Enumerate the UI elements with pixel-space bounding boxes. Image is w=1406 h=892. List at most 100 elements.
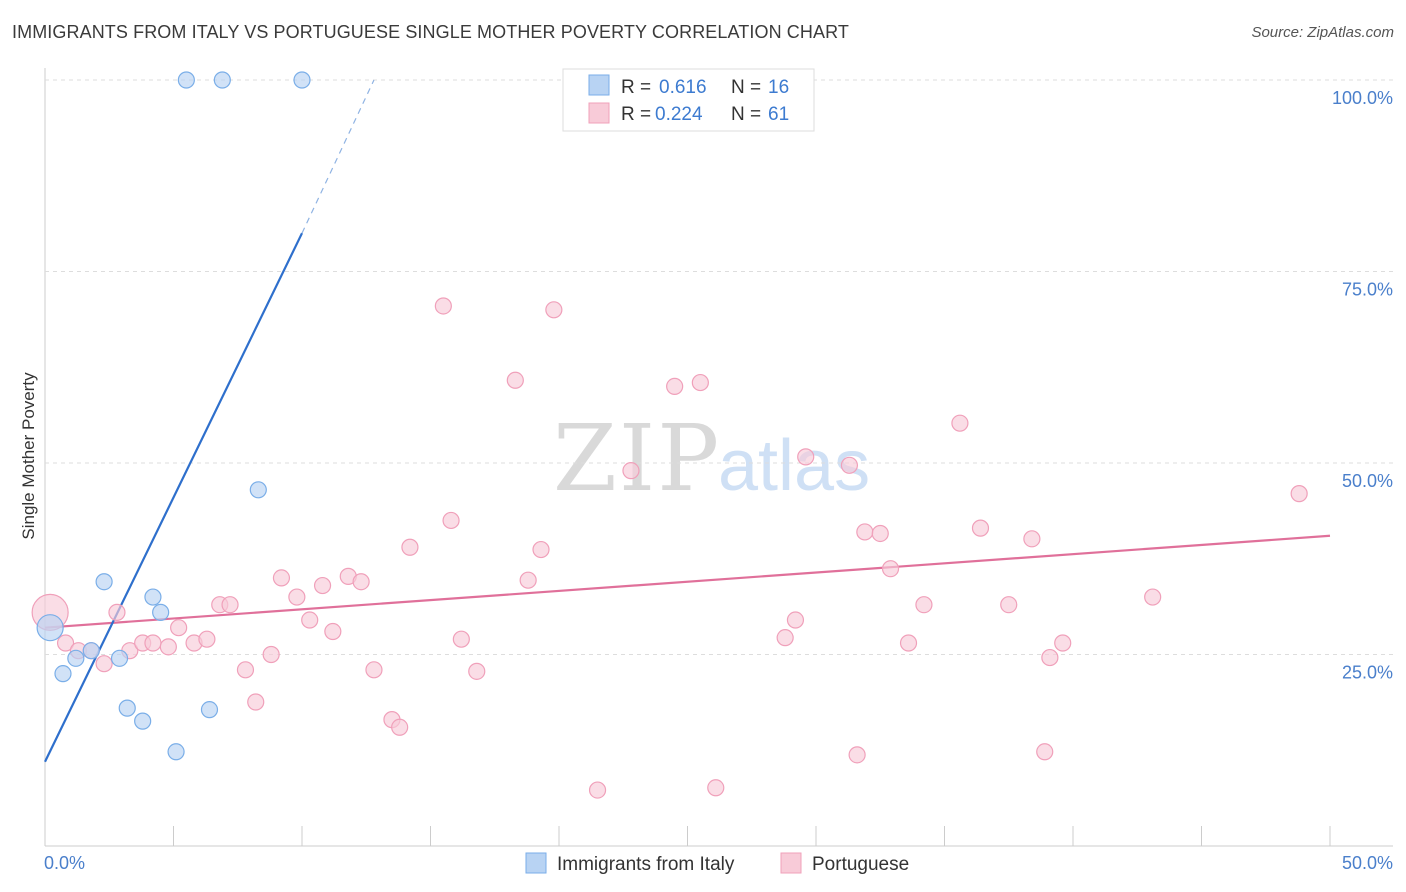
y-tick-label-50: 50.0% (1342, 471, 1393, 491)
point-portuguese-52 (951, 414, 969, 432)
point-italy-0 (36, 614, 64, 642)
point-portuguese-43 (786, 611, 805, 629)
point-portuguese-32 (468, 662, 486, 680)
point-portuguese-34 (519, 571, 537, 589)
point-portuguese-53 (971, 519, 990, 537)
trendline-portuguese (44, 534, 1331, 629)
x-ticks (44, 826, 1331, 846)
point-portuguese-56 (1036, 743, 1054, 761)
point-portuguese-41 (707, 779, 725, 797)
point-portuguese-14 (221, 596, 239, 614)
point-italy-8 (144, 588, 162, 606)
point-portuguese-47 (856, 523, 874, 541)
point-portuguese-4 (95, 655, 113, 673)
point-portuguese-15 (236, 661, 255, 679)
legend-swatch-portuguese (588, 102, 610, 124)
point-portuguese-54 (1000, 596, 1018, 614)
axes (44, 68, 1393, 847)
point-portuguese-58 (1054, 634, 1072, 652)
point-italy-9 (152, 603, 170, 621)
point-italy-14 (213, 71, 231, 89)
chart-title: IMMIGRANTS FROM ITALY VS PORTUGUESE SING… (12, 22, 849, 42)
point-italy-6 (118, 699, 136, 717)
point-portuguese-25 (365, 661, 383, 679)
point-portuguese-35 (532, 540, 550, 559)
trendlines (44, 79, 1331, 763)
point-portuguese-50 (899, 634, 918, 652)
point-portuguese-18 (272, 569, 291, 587)
point-portuguese-45 (840, 456, 859, 474)
point-portuguese-29 (434, 297, 452, 315)
point-portuguese-51 (915, 596, 933, 614)
point-portuguese-40 (691, 373, 709, 392)
point-portuguese-21 (313, 576, 332, 595)
point-portuguese-8 (144, 634, 162, 652)
watermark-zip: ZIP (553, 405, 721, 512)
legend-n-label-italy: N = (731, 77, 761, 98)
legend-r-value-portuguese: 0.224 (655, 104, 703, 125)
bottom-legend: Immigrants from Italy Portuguese (525, 852, 909, 875)
point-portuguese-60 (1290, 485, 1308, 503)
point-portuguese-20 (301, 611, 319, 629)
point-portuguese-17 (262, 645, 280, 664)
watermark: ZIP atlas (553, 405, 870, 512)
point-portuguese-27 (391, 718, 409, 736)
y-tick-label-25: 25.0% (1342, 663, 1393, 683)
x-tick-label-min: 0.0% (44, 853, 85, 873)
legend-r-label-portuguese: R = (621, 104, 651, 125)
point-italy-13 (177, 71, 195, 89)
point-portuguese-57 (1041, 648, 1059, 667)
point-portuguese-37 (588, 781, 607, 799)
point-italy-1 (54, 665, 72, 683)
point-portuguese-22 (324, 622, 342, 641)
y-tick-label-100: 100.0% (1332, 88, 1393, 108)
point-italy-15 (293, 71, 311, 89)
point-italy-7 (134, 712, 152, 730)
point-italy-11 (200, 701, 219, 719)
point-italy-12 (249, 481, 267, 499)
point-portuguese-33 (506, 371, 524, 389)
data-points (31, 71, 1308, 799)
gridlines (45, 79, 1393, 655)
x-tick-label-max: 50.0% (1342, 853, 1393, 873)
trendline-italy (44, 232, 303, 763)
point-portuguese-1 (56, 634, 75, 652)
point-portuguese-48 (871, 524, 889, 543)
point-portuguese-9 (159, 638, 177, 656)
bottom-legend-label-italy: Immigrants from Italy (557, 854, 735, 875)
legend-n-value-portuguese: 61 (768, 104, 789, 125)
y-tick-label-75: 75.0% (1342, 280, 1393, 300)
point-portuguese-38 (622, 462, 640, 480)
point-portuguese-46 (848, 746, 866, 764)
bottom-legend-swatch-italy (525, 852, 547, 874)
point-portuguese-12 (198, 630, 216, 648)
point-portuguese-19 (288, 588, 306, 606)
point-italy-10 (167, 743, 185, 761)
legend-box: R = 0.616 N = 16 R = 0.224 N = 61 (562, 68, 815, 132)
point-portuguese-24 (352, 573, 370, 591)
legend-n-value-italy: 16 (768, 77, 789, 98)
point-portuguese-44 (797, 448, 815, 466)
bottom-legend-label-portuguese: Portuguese (812, 854, 909, 875)
point-italy-2 (67, 649, 85, 667)
y-tick-labels: 25.0% 50.0% 75.0% 100.0% (1332, 88, 1393, 683)
point-italy-5 (110, 649, 129, 667)
point-portuguese-16 (247, 693, 265, 711)
point-portuguese-39 (666, 377, 684, 395)
bottom-legend-swatch-portuguese (780, 852, 802, 874)
point-portuguese-5 (108, 603, 126, 621)
point-portuguese-36 (545, 301, 563, 319)
y-axis-title: Single Mother Poverty (19, 372, 38, 540)
point-portuguese-31 (452, 630, 470, 648)
legend-swatch-italy (588, 74, 610, 96)
trendline-italy-extension (301, 79, 375, 234)
point-portuguese-59 (1144, 588, 1162, 606)
point-portuguese-10 (170, 619, 188, 637)
legend-r-label-italy: R = (621, 77, 651, 98)
point-portuguese-55 (1023, 530, 1041, 548)
point-italy-3 (82, 642, 100, 660)
point-portuguese-42 (776, 629, 794, 647)
point-portuguese-28 (401, 538, 419, 556)
point-portuguese-30 (442, 511, 460, 530)
